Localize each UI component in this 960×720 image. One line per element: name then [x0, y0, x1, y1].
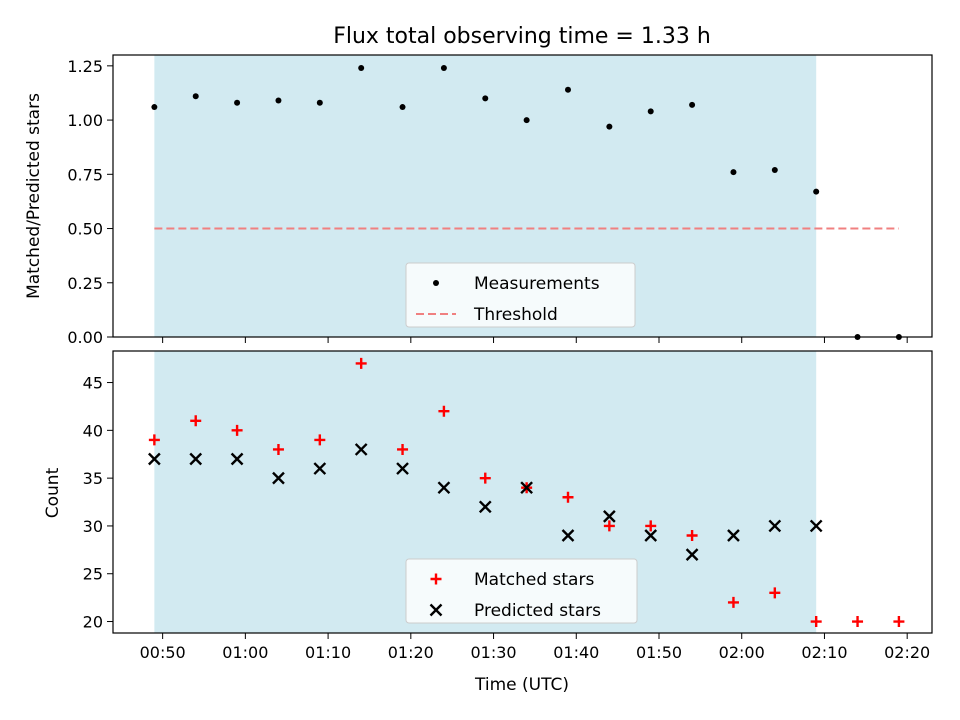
legend-label: Threshold: [473, 305, 558, 325]
predicted-star-point: [272, 471, 285, 485]
measurement-point: [440, 65, 447, 72]
measurement-point: [316, 99, 323, 106]
x-tick-label: 02:20: [884, 643, 930, 662]
predicted-star-point: [230, 452, 244, 466]
x-tick-label: 01:20: [388, 643, 434, 662]
x-tick-label: 01:10: [305, 643, 351, 662]
top-y-axis-label: Matched/Predicted stars: [24, 93, 44, 299]
legend-box: [405, 262, 636, 328]
matched-star-point: [562, 491, 574, 503]
matched-star-point: [314, 434, 326, 446]
measurement-point: [606, 123, 613, 130]
measurement-point: [482, 95, 489, 102]
y-tick-label: 40: [83, 421, 103, 440]
measurement-point: [647, 108, 654, 115]
x-tick-label: 02:10: [801, 643, 847, 662]
matched-star-point: [190, 415, 202, 427]
x-tick-label: 02:00: [719, 643, 765, 662]
matched-star-point: [479, 472, 491, 484]
predicted-star-point: [603, 510, 616, 523]
matched-star-point: [686, 529, 698, 541]
matched-star-point: [272, 443, 284, 455]
legend: Measurements Threshold: [405, 262, 636, 328]
matched-star-point: [727, 596, 739, 608]
measurement-point: [234, 99, 241, 106]
measurement-point: [151, 104, 158, 111]
legend-box: [405, 558, 638, 624]
legend-label: Matched stars: [474, 570, 594, 590]
matched-star-point: [355, 357, 367, 369]
top-panel: 0.00 0.25 0.50 0.75 1.00 1.25 Measurements Thre…: [67, 54, 933, 347]
x-tick-label: 01:50: [636, 643, 682, 662]
y-tick-label: 45: [83, 374, 103, 393]
measurement-point: [192, 93, 199, 100]
predicted-star-point: [396, 462, 409, 475]
axes-frame: [112, 350, 933, 634]
measurement-point: [689, 101, 696, 108]
predicted-star-point: [313, 462, 327, 475]
measurement-point: [358, 65, 365, 72]
y-tick-label: 25: [83, 565, 103, 584]
legend-matched-marker: [430, 573, 442, 585]
predicted-star-point: [685, 548, 699, 561]
measurement-point: [813, 188, 820, 195]
matched-star-point: [810, 616, 822, 628]
y-tick-label: 35: [83, 469, 103, 488]
x-axis-label: Time (UTC): [474, 675, 569, 695]
measurement-point: [523, 117, 530, 124]
predicted-star-point: [148, 452, 161, 466]
legend: Matched stars Predicted stars: [405, 558, 638, 624]
predicted-star-point: [520, 481, 533, 495]
matched-star-point: [231, 424, 243, 436]
predicted-star-point: [768, 519, 782, 533]
measurement-point: [730, 169, 737, 176]
predicted-star-point: [189, 452, 203, 466]
legend-measurement-marker: [433, 280, 439, 286]
matched-star-point: [645, 520, 657, 532]
chart-title: Flux total observing time = 1.33 h: [333, 24, 711, 49]
matched-star-point: [397, 443, 409, 455]
measurement-point: [399, 104, 406, 111]
predicted-star-point: [437, 481, 451, 495]
predicted-star-point: [809, 519, 823, 533]
measurement-point: [275, 97, 282, 104]
measurement-point: [771, 166, 778, 173]
predicted-star-point: [478, 500, 492, 514]
predicted-star-point: [727, 529, 740, 542]
matched-star-point: [769, 587, 781, 599]
predicted-star-point: [561, 529, 575, 542]
matched-star-point: [438, 405, 450, 417]
y-tick-label: 1.00: [67, 111, 103, 130]
x-tick-label: 01:00: [222, 643, 268, 662]
y-tick-label: 0.75: [67, 165, 103, 184]
legend-predicted-marker: [429, 603, 443, 617]
y-tick-label: 0.00: [67, 328, 103, 347]
bottom-y-axis-label: Count: [43, 467, 63, 518]
y-tick-label: 0.25: [67, 274, 103, 293]
x-tick-label: 01:30: [470, 643, 516, 662]
predicted-star-point: [644, 529, 658, 542]
legend-label: Measurements: [474, 274, 600, 294]
predicted-star-point: [354, 443, 368, 456]
matched-star-point: [893, 616, 905, 628]
axes-frame: [112, 54, 933, 338]
y-tick-label: 0.50: [67, 220, 103, 239]
y-tick-label: 20: [83, 613, 103, 632]
matched-star-point: [852, 616, 864, 628]
x-tick-label: 00:50: [140, 643, 186, 662]
y-tick-label: 1.25: [67, 57, 103, 76]
matched-star-point: [603, 520, 615, 532]
y-tick-label: 30: [83, 517, 103, 536]
measurement-point: [565, 86, 571, 93]
matched-star-point: [148, 434, 160, 446]
legend-label: Predicted stars: [474, 601, 601, 621]
bottom-panel: 20 25 30 35 40 45 00:50 01:00 01:10 01:20 01:30 01:…: [83, 350, 933, 662]
x-tick-label: 01:40: [553, 643, 599, 662]
